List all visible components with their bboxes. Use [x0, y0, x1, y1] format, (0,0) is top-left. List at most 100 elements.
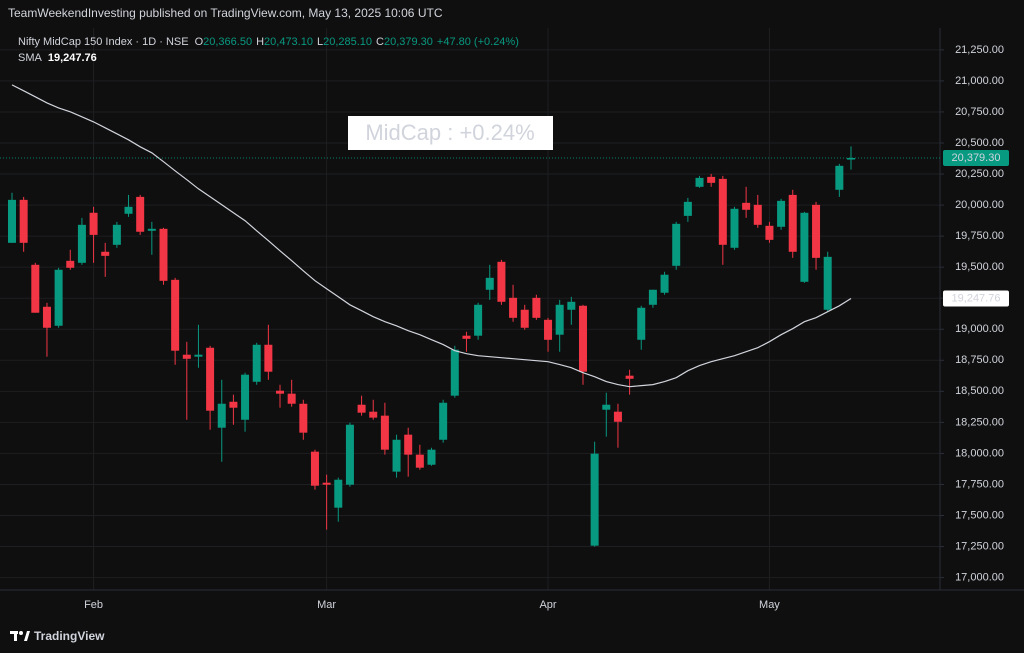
candle-body [124, 206, 133, 214]
candle-body [777, 200, 786, 227]
logo-part [14, 631, 17, 641]
candle-body [171, 279, 180, 351]
candle-body [765, 225, 774, 240]
y-tick-label: 21,000.00 [955, 75, 1004, 87]
legend-key: H [256, 36, 264, 48]
candle-body [404, 434, 413, 455]
sma-label: 19,247.76 [952, 292, 1001, 304]
y-tick-label: 17,500.00 [955, 509, 1004, 521]
axes: 17,000.00 17,250.00 17,500.00 17,750.00 18,0… [84, 44, 1009, 611]
candle-body [637, 307, 646, 340]
candle-body [800, 212, 809, 282]
legend-value: 20,473.10 [264, 36, 313, 48]
y-tick-label: 21,250.00 [955, 44, 1004, 56]
candle-body [66, 260, 75, 268]
candle-body [672, 223, 681, 266]
last-price-tag [943, 149, 1009, 166]
candle-body [322, 482, 331, 485]
candle-body [835, 165, 844, 190]
candle-body [229, 401, 238, 408]
sma-line [11, 84, 852, 388]
candle-body [101, 251, 110, 256]
candle-body [613, 411, 622, 422]
legend-key: L [317, 36, 323, 48]
candle-body [742, 202, 751, 210]
source-line: TeamWeekendInvesting published on Tradin… [8, 6, 443, 20]
y-tick-label: 18,500.00 [955, 385, 1004, 397]
y-tick-label: 18,750.00 [955, 354, 1004, 366]
plot [0, 84, 940, 547]
footer-brand: TradingView [34, 629, 105, 643]
candle-body [415, 454, 424, 468]
candle-body [450, 349, 459, 396]
symbol: Nifty MidCap 150 Index · 1D · NSE [18, 36, 189, 48]
candle-body [264, 344, 273, 372]
y-tick-label: 18,250.00 [955, 416, 1004, 428]
candle-body [567, 301, 576, 310]
last-price-label: 20,379.30 [952, 152, 1001, 164]
y-tick-label: 20,250.00 [955, 168, 1004, 180]
sma-name: SMA [18, 52, 43, 64]
x-tick-label: Apr [539, 599, 556, 611]
y-tick-label: 19,500.00 [955, 261, 1004, 273]
candle-body [730, 208, 739, 248]
candle-body [753, 204, 762, 225]
sma-value: 19,247.76 [48, 52, 97, 64]
y-tick-label: 20,000.00 [955, 199, 1004, 211]
candle-body [241, 374, 250, 420]
candle-body [683, 201, 692, 216]
legend-value: 20,285.10 [323, 36, 372, 48]
y-tick-label: 19,750.00 [955, 230, 1004, 242]
candle-body [578, 305, 587, 372]
logo-part [24, 631, 30, 641]
candle-body [602, 404, 611, 410]
symbol-legend: Nifty MidCap 150 Index · 1D · NSE O20,366… [18, 36, 519, 48]
annotation: MidCap : +0.24% [365, 120, 534, 145]
candle-body [19, 199, 28, 243]
legend-change: +47.80 (+0.24%) [437, 36, 519, 48]
candle-body [380, 415, 389, 450]
candle-body [427, 449, 436, 465]
sma-legend: SMA 19,247.76 [18, 52, 97, 64]
legend-key: O [195, 36, 204, 48]
y-tick-label: 20,500.00 [955, 137, 1004, 149]
x-tick-label: Feb [84, 599, 103, 611]
candle-body [485, 277, 494, 290]
candle-body [369, 411, 378, 418]
candle-body [112, 224, 121, 245]
candle-body [788, 194, 797, 252]
candle-body [590, 453, 599, 546]
candle-body [89, 212, 98, 235]
candle-body [147, 228, 156, 231]
y-tick-label: 19,000.00 [955, 323, 1004, 335]
candle-body [555, 304, 564, 335]
candle-body [136, 196, 145, 232]
candle-body [520, 309, 529, 328]
candle-body [77, 224, 86, 263]
candle-body [497, 261, 506, 302]
logo-part [19, 631, 23, 635]
candle-body [54, 269, 63, 326]
x-tick-label: May [759, 599, 780, 611]
candle-body [695, 177, 704, 187]
candle-body [206, 347, 215, 411]
candle-body [334, 479, 343, 508]
candle-body [357, 404, 366, 413]
candle-body [660, 274, 669, 293]
candle-body [648, 289, 657, 305]
candle-body [392, 439, 401, 472]
candle-body [439, 402, 448, 440]
candle-body [310, 451, 319, 486]
candle-body [194, 354, 203, 357]
legend-key: C [376, 36, 384, 48]
candle-body [544, 319, 553, 340]
candle-body [345, 424, 354, 485]
sma-tag [943, 290, 1009, 307]
candle-body [217, 403, 226, 428]
candle-body [532, 297, 541, 318]
candle-body [299, 403, 308, 433]
candle-body [474, 304, 483, 336]
y-tick-label: 18,000.00 [955, 447, 1004, 459]
